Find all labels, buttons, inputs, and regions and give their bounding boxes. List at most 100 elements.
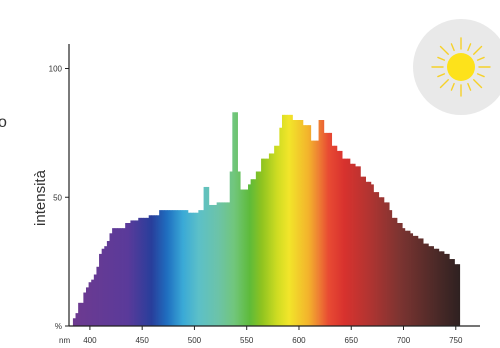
spectrum-bar: [329, 132, 333, 327]
spectrum-bar: [104, 246, 108, 326]
spectrum-bar: [127, 223, 131, 326]
spectrum-bar: [297, 120, 301, 326]
spectrum-bar: [331, 145, 335, 326]
spectrum-bar: [119, 228, 123, 326]
spectrum-bar: [187, 212, 191, 326]
spectrum-bar: [219, 202, 223, 326]
spectrum-bar: [300, 120, 304, 326]
sun-ray: [467, 43, 472, 52]
spectrum-bar: [138, 217, 142, 326]
spectrum-bar: [444, 253, 448, 326]
spectrum-bar: [169, 210, 173, 327]
spectrum-bar: [318, 120, 322, 326]
y-tick-label: 50: [53, 193, 62, 202]
spectrum-bar: [308, 125, 312, 327]
spectrum-bar: [242, 189, 246, 326]
spectrum-bar: [72, 318, 76, 326]
spectrum-bar: [250, 179, 254, 326]
spectrum-bar: [415, 235, 419, 327]
x-tick-label: 600: [292, 336, 306, 345]
spectrum-bar: [389, 210, 393, 327]
spectrum-bar: [394, 217, 398, 326]
spectrum-bar: [232, 112, 236, 327]
spectrum-bar: [185, 210, 189, 327]
spectrum-bar: [159, 210, 163, 327]
y-tick-label: %: [55, 322, 62, 331]
spectrum-bar: [323, 132, 327, 327]
spectrum-bar: [229, 171, 233, 326]
spectrum-bar: [227, 202, 231, 326]
spectrum-bar: [281, 114, 285, 326]
x-tick-label: 500: [188, 336, 202, 345]
spectrum-bar: [117, 228, 121, 326]
spectrum-bar: [391, 217, 395, 326]
spectrum-bar: [200, 210, 204, 327]
spectrum-bar: [216, 202, 220, 326]
spectrum-bar: [446, 253, 450, 326]
spectrum-bar: [101, 248, 105, 326]
x-tick-label: 550: [240, 336, 254, 345]
spectrum-bar: [276, 145, 280, 326]
spectrum-bar: [352, 163, 356, 326]
spectrum-bar: [133, 220, 137, 326]
spectrum-bar: [310, 140, 314, 326]
x-tick-label: 700: [397, 336, 411, 345]
spectrum-bar: [370, 184, 374, 327]
spectrum-bar: [140, 217, 144, 326]
spectrum-bar: [344, 158, 348, 327]
spectrum-bar: [99, 253, 103, 326]
spectrum-bar: [151, 215, 155, 326]
sun-ray: [476, 73, 485, 78]
spectrum-bar: [261, 158, 265, 327]
spectrum-bar: [451, 259, 455, 326]
spectrum-bar: [180, 210, 184, 327]
spectrum-bar: [347, 158, 351, 327]
spectrum-bar: [177, 210, 181, 327]
spectrum-bar: [410, 233, 414, 326]
x-tick-label: 450: [135, 336, 149, 345]
spectrum-bar: [457, 264, 461, 326]
spectrum-bar: [305, 125, 309, 327]
spectrum-bar: [449, 259, 453, 326]
sun-ray: [439, 45, 449, 55]
spectrum-bar: [386, 202, 390, 326]
spectrum-bar: [420, 238, 424, 326]
spectrum-bar: [153, 215, 157, 326]
x-unit-label: nm: [59, 336, 70, 345]
x-ticks: 400 450 500 550 600 650 700 750: [83, 326, 463, 345]
spectrum-bar: [441, 251, 445, 326]
sun-ray: [450, 43, 455, 52]
spectrum-bar: [289, 114, 293, 326]
spectrum-bar: [321, 120, 325, 326]
spectrum-bar: [430, 246, 434, 326]
spectrum-bar: [106, 241, 110, 326]
spectrum-bar: [88, 282, 92, 326]
spectrum-bar: [112, 228, 116, 326]
spectrum-bar: [454, 264, 458, 326]
cropped-left-text: o: [0, 114, 7, 131]
spectrum-bar: [263, 158, 267, 327]
spectrum-bar: [174, 210, 178, 327]
y-tick-label: 100: [49, 65, 63, 74]
sun-ray: [473, 79, 483, 89]
spectrum-bar: [253, 179, 257, 326]
spectrum-bar: [172, 210, 176, 327]
spectrum-bar: [148, 215, 152, 326]
spectrum-bar: [198, 210, 202, 327]
spectrum-bar: [326, 132, 330, 327]
spectrum-bar: [114, 228, 118, 326]
sun-ray: [467, 82, 472, 91]
spectrum-bar: [240, 189, 244, 326]
spectrum-bar: [206, 186, 210, 326]
spectrum-bar: [214, 204, 218, 326]
spectrum-bar: [164, 210, 168, 327]
sun-ray: [450, 82, 455, 91]
spectrum-bar: [208, 204, 212, 326]
spectrum-bar: [255, 171, 259, 326]
spectrum-bar: [360, 176, 364, 326]
spectrum-bar: [78, 302, 82, 326]
spectrum-bar: [85, 287, 89, 327]
spectrum-bar: [438, 251, 442, 326]
spectrum-bar: [271, 153, 275, 326]
spectrum-bars: [72, 112, 461, 327]
